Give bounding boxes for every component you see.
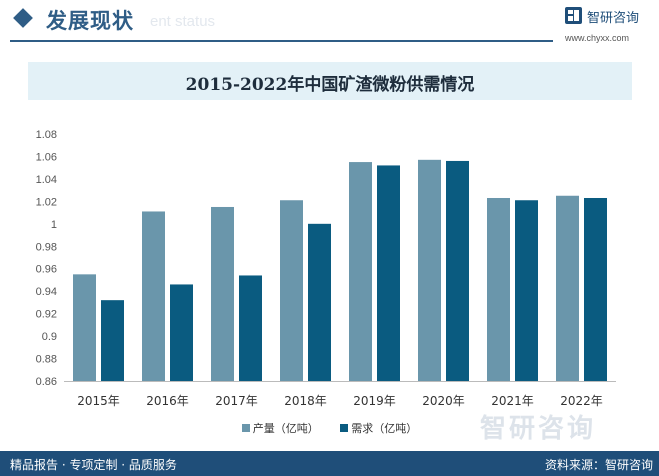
bar-production <box>418 159 441 381</box>
legend-item-demand[interactable]: 需求（亿吨） <box>340 420 417 436</box>
y-tick-label: 0.9 <box>42 331 57 343</box>
watermark: 智研咨询 <box>480 414 597 444</box>
header: 发展现状 ent status 智研咨询 www.chyxx.com <box>0 0 659 44</box>
y-tick-label: 1 <box>51 219 57 231</box>
bar-demand <box>377 165 400 381</box>
bar-demand <box>515 200 538 381</box>
bar-production <box>349 162 372 381</box>
legend: 产量（亿吨） 需求（亿吨） <box>0 420 659 438</box>
bar-production <box>487 197 510 381</box>
chart-title-band: 2015-2022年中国矿渣微粉供需情况 <box>28 62 632 100</box>
y-tick-label: 1.08 <box>36 129 57 141</box>
bar-production <box>556 195 579 381</box>
x-tick-label: 2019年 <box>353 394 396 408</box>
x-tick-label: 2022年 <box>560 394 603 408</box>
bar-production <box>142 211 165 381</box>
section-title: 发展现状 <box>46 9 134 33</box>
bar-demand <box>170 284 193 381</box>
bar-production <box>211 206 234 381</box>
bars <box>73 159 607 381</box>
x-tick-label: 2015年 <box>77 394 120 408</box>
y-tick-label: 1.02 <box>36 196 57 208</box>
y-tick-label: 1.06 <box>36 151 57 163</box>
chart-title: 2015-2022年中国矿渣微粉供需情况 <box>185 75 475 95</box>
brand-block[interactable]: 智研咨询 www.chyxx.com <box>565 6 655 46</box>
legend-label-production: 产量（亿吨） <box>252 422 319 435</box>
bar-demand <box>239 275 262 381</box>
legend-swatch-production <box>241 424 250 432</box>
brand-url[interactable]: www.chyxx.com <box>565 33 630 43</box>
y-axis: 0.86 0.88 0.9 0.92 0.94 0.96 0.98 1 1.02 1.04 1.06… <box>36 129 57 388</box>
footer: 精品报告 · 专项定制 · 品质服务 资料来源：智研咨询 <box>0 451 659 476</box>
y-tick-label: 0.98 <box>36 241 57 253</box>
y-tick-label: 1.04 <box>36 174 57 186</box>
y-tick-label: 0.94 <box>36 286 57 298</box>
bar-demand <box>446 160 469 381</box>
y-tick-label: 0.88 <box>36 354 57 366</box>
legend-label-demand: 需求（亿吨） <box>351 422 418 435</box>
section-subtitle: ent status <box>150 13 216 30</box>
x-tick-label: 2017年 <box>215 394 258 408</box>
y-tick-label: 0.92 <box>36 309 57 321</box>
y-tick-label: 0.86 <box>36 376 57 388</box>
brand-name: 智研咨询 <box>587 11 640 26</box>
x-axis: 2015年 2016年 2017年 2018年 2019年 2020年 2021年 2022年 <box>77 394 603 408</box>
x-tick-label: 2016年 <box>146 394 189 408</box>
x-tick-label: 2018年 <box>284 394 327 408</box>
y-tick-label: 0.96 <box>36 264 57 276</box>
bar-chart: 0.86 0.88 0.9 0.92 0.94 0.96 0.98 1 1.02 1.04 1.06… <box>36 129 616 408</box>
footer-slogan: 精品报告 · 专项定制 · 品质服务 <box>10 458 177 472</box>
bar-production <box>73 274 96 381</box>
bar-demand <box>101 300 124 381</box>
legend-item-production[interactable]: 产量（亿吨） <box>241 420 319 436</box>
x-tick-label: 2020年 <box>422 394 465 408</box>
bar-demand <box>308 223 331 381</box>
bar-demand <box>584 197 607 381</box>
x-tick-label: 2021年 <box>491 394 534 408</box>
legend-swatch-demand <box>340 424 349 432</box>
header-divider <box>10 40 553 42</box>
brand-logo-icon <box>565 7 582 24</box>
bar-production <box>280 200 303 381</box>
footer-source: 资料来源：智研咨询 <box>544 458 653 472</box>
diamond-icon <box>13 8 33 28</box>
